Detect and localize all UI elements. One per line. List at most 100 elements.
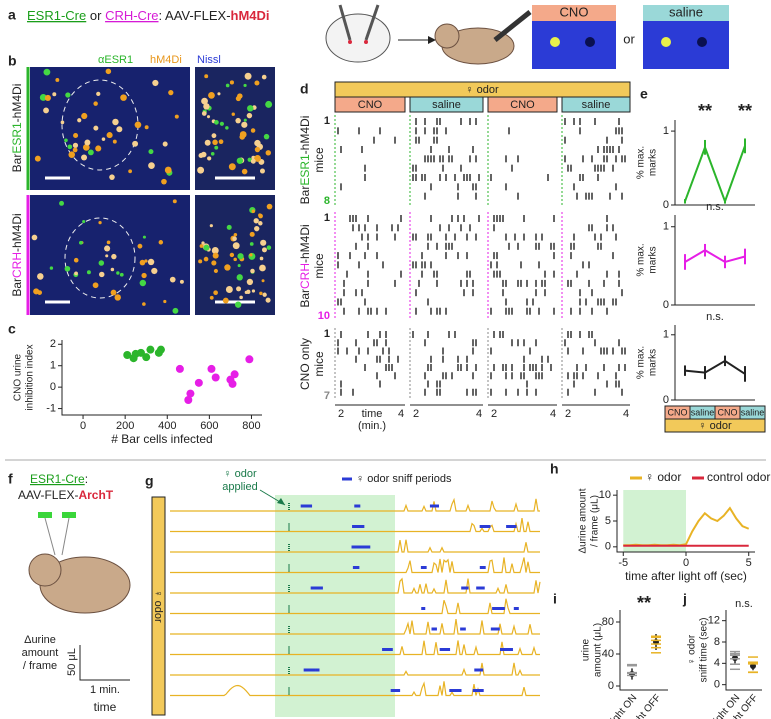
construct-text: AAV-FLEX-ArchT	[18, 488, 114, 502]
y-axis-label: % max.	[636, 346, 647, 379]
cell	[211, 133, 217, 139]
cell	[199, 244, 204, 248]
cell	[37, 273, 44, 280]
annotation: n.s.	[735, 598, 753, 610]
cell	[259, 256, 264, 261]
cell	[237, 264, 241, 268]
y-tick-label: 10	[599, 489, 611, 501]
cell	[203, 256, 209, 262]
cell	[95, 145, 102, 152]
point	[142, 353, 151, 362]
row-number: 1	[324, 115, 330, 127]
cell	[98, 260, 105, 266]
cell	[110, 289, 117, 296]
cell	[99, 271, 105, 278]
cell	[265, 100, 273, 108]
cell	[43, 68, 51, 76]
trace	[170, 598, 540, 615]
cell	[237, 93, 243, 99]
cell	[246, 289, 251, 294]
cell	[250, 268, 255, 274]
y-axis-label: / frame (μL)	[590, 495, 601, 547]
cell	[254, 80, 260, 86]
cell	[148, 149, 154, 155]
y-axis-label: ♀ odor	[687, 634, 698, 665]
stain: αESR1	[98, 54, 133, 66]
cell	[222, 297, 229, 304]
cell	[137, 243, 143, 249]
x-axis-label: time after light off (sec)	[625, 569, 747, 583]
condition-label: CNO	[718, 407, 738, 417]
cell	[79, 240, 83, 245]
time-tick: 2	[338, 408, 344, 420]
y-tick-label: 4	[714, 657, 720, 669]
cell	[101, 137, 106, 141]
cell	[265, 297, 271, 303]
y-tick-label: 0	[663, 299, 669, 311]
cell	[73, 132, 79, 138]
annotation: **	[738, 101, 752, 121]
cell	[203, 103, 210, 110]
cell	[110, 267, 115, 272]
y-tick-label: 40	[602, 648, 614, 660]
y-axis-label: Δurine amount	[578, 488, 589, 553]
cell	[261, 247, 267, 253]
cell	[74, 271, 78, 276]
cell	[73, 257, 79, 263]
stimulus: ♀ odor	[465, 84, 499, 96]
cell	[98, 221, 102, 225]
y-tick-label: 0	[663, 199, 669, 211]
cell	[233, 232, 238, 237]
cell	[229, 80, 234, 85]
cell	[139, 279, 147, 287]
shaded-region	[623, 490, 686, 552]
point	[245, 355, 254, 364]
cell	[261, 74, 267, 80]
cell	[49, 266, 54, 270]
cell	[31, 234, 38, 241]
x-tick-label: 200	[116, 420, 134, 432]
raster	[337, 118, 626, 396]
point	[184, 396, 193, 404]
urine-image	[532, 21, 616, 69]
driver: ESR1-Cre	[27, 8, 86, 23]
cell	[233, 257, 237, 262]
y-tick-label: 1	[663, 329, 669, 341]
cell	[225, 286, 233, 293]
cno-label: CNO	[560, 4, 589, 19]
cell	[258, 221, 263, 226]
row-label-part: CRH	[10, 252, 24, 278]
point	[175, 364, 184, 373]
cell	[67, 144, 73, 150]
cell	[147, 258, 155, 266]
cell	[92, 282, 98, 288]
line	[684, 359, 746, 375]
urine-image	[643, 21, 729, 69]
time-tick: 2	[413, 408, 419, 420]
y-scale: 50 μL	[66, 648, 78, 676]
condition-header	[561, 96, 631, 113]
cell	[250, 158, 256, 164]
annotation: **	[637, 593, 651, 613]
cell	[214, 145, 219, 150]
cell	[214, 119, 219, 125]
cell	[114, 294, 121, 301]
cell	[253, 218, 259, 224]
stain: hM4Di	[150, 54, 182, 66]
cell	[239, 134, 245, 140]
y-tick-label: 80	[602, 616, 614, 628]
cell	[81, 112, 88, 120]
y-axis-label: amount (μL)	[593, 623, 604, 677]
cell	[251, 209, 256, 214]
row-number: 8	[324, 195, 330, 207]
point	[156, 345, 165, 354]
x-scale: 1 min.	[90, 684, 120, 696]
cell	[236, 157, 244, 164]
trace	[170, 662, 540, 676]
condition-label: saline	[432, 99, 461, 111]
annotation: n.s.	[706, 201, 724, 213]
cell	[152, 79, 159, 87]
cell	[209, 224, 213, 228]
y-tick-label: 1	[663, 125, 669, 137]
group-label-part: Bar	[298, 289, 312, 308]
